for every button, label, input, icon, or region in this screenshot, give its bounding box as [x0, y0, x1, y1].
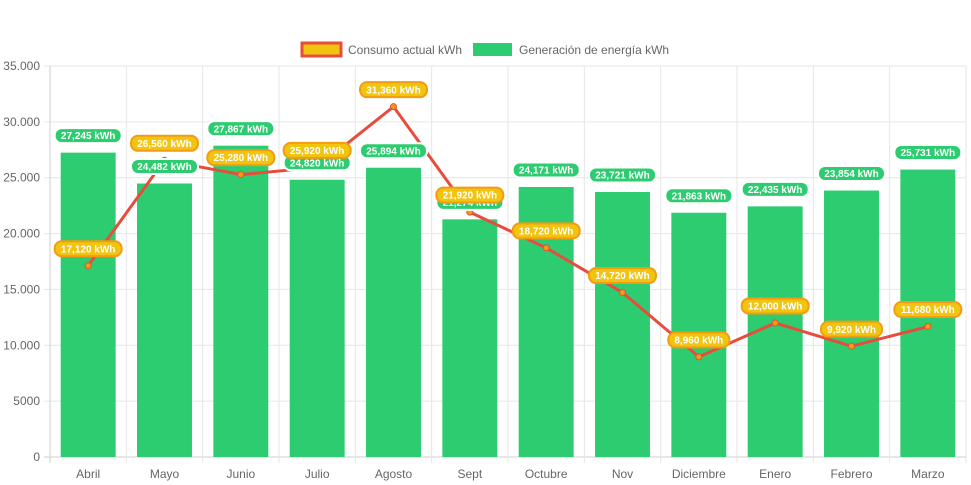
legend: Consumo actual kWh Generación de energía… — [300, 41, 669, 58]
bar-series — [60, 145, 956, 458]
legend-label-consumo[interactable]: Consumo actual kWh — [348, 43, 462, 57]
x-tick-label: Julio — [305, 467, 330, 481]
y-tick-label: 5000 — [13, 394, 40, 408]
y-tick-label: 25.000 — [3, 171, 40, 185]
line-data-label-text: 31,360 kWh — [366, 85, 420, 96]
line-point[interactable] — [237, 171, 245, 179]
x-tick-label: Sept — [457, 467, 482, 481]
line-point[interactable] — [924, 323, 932, 331]
x-axis: Abril Mayo Junio Julio Agosto Sept Octubre Nov D… — [76, 467, 945, 481]
bar-data-label-text: 23,854 kWh — [824, 169, 878, 180]
bar-data-label: 27,867 kWh — [206, 120, 276, 138]
y-tick-label: 15.000 — [3, 282, 40, 296]
line-data-label-text: 25,920 kWh — [290, 146, 344, 157]
x-tick-label: Agosto — [375, 467, 413, 481]
x-tick-label: Diciembre — [672, 467, 726, 481]
bar-data-label: 21,863 kWh — [664, 187, 734, 205]
line-data-label-text: 26,560 kWh — [137, 139, 191, 150]
line-data-label: 31,360 kWh — [359, 81, 428, 99]
bar[interactable] — [442, 219, 498, 457]
bar-data-label-text: 23,721 kWh — [595, 171, 649, 182]
bar-data-label: 24,171 kWh — [511, 161, 581, 179]
line-data-label: 11,680 kWh — [893, 301, 963, 319]
line-data-label: 9,920 kWh — [819, 320, 884, 338]
line-data-label: 21,920 kWh — [435, 186, 505, 204]
line-data-label-text: 21,920 kWh — [443, 191, 497, 202]
bar-data-label: 24,482 kWh — [130, 158, 199, 176]
x-tick-label: Marzo — [911, 467, 945, 481]
bar-data-label-text: 21,863 kWh — [672, 191, 726, 202]
x-tick-label: Mayo — [150, 467, 180, 481]
legend-swatch-generacion[interactable] — [473, 43, 512, 56]
line-point[interactable] — [619, 289, 626, 297]
y-tick-label: 35.000 — [3, 59, 40, 73]
y-tick-label: 30.000 — [3, 115, 40, 129]
line-point[interactable] — [84, 262, 92, 270]
line-data-label: 14,720 kWh — [588, 267, 657, 285]
line-point[interactable] — [542, 244, 550, 252]
line-data-label: 25,920 kWh — [282, 141, 352, 159]
line-point[interactable] — [390, 103, 397, 111]
line-data-label-text: 17,120 kWh — [61, 244, 115, 255]
bar-data-label: 27,245 kWh — [53, 127, 123, 145]
line-data-label-text: 18,720 kWh — [519, 226, 573, 237]
line-path — [86, 105, 929, 359]
line-data-label-text: 14,720 kWh — [595, 271, 649, 282]
line-data-label-text: 9,920 kWh — [827, 325, 876, 336]
legend-label-generacion[interactable]: Generación de energía kWh — [519, 43, 669, 57]
bar-data-label-text: 25,731 kWh — [901, 148, 955, 159]
line-labels: 17,120 kWh 26,560 kWh 25,280 kWh 25,920 kWh… — [53, 81, 963, 349]
bar[interactable] — [366, 167, 421, 457]
x-tick-label: Abril — [76, 467, 100, 481]
line-data-label: 12,000 kWh — [740, 297, 810, 315]
x-tick-label: Febrero — [830, 467, 872, 481]
line-data-label: 18,720 kWh — [511, 222, 581, 240]
y-tick-label: 20.000 — [3, 227, 40, 241]
bar-data-label: 25,731 kWh — [893, 144, 963, 162]
bar-data-label-text: 24,482 kWh — [137, 162, 191, 173]
line-data-label-text: 12,000 kWh — [748, 302, 802, 313]
line-data-label-text: 25,280 kWh — [214, 153, 268, 164]
bar-data-label: 23,854 kWh — [817, 165, 886, 183]
y-tick-label: 0 — [33, 450, 40, 464]
line-data-label-text: 8,960 kWh — [674, 336, 723, 347]
y-tick-label: 10.000 — [3, 338, 40, 352]
x-tick-label: Nov — [612, 467, 633, 481]
line-point[interactable] — [695, 353, 703, 361]
bar-data-label-text: 27,867 kWh — [214, 124, 268, 135]
bar-data-label-text: 24,820 kWh — [290, 158, 344, 169]
line-data-label: 17,120 kWh — [53, 240, 123, 258]
bar[interactable] — [60, 152, 116, 457]
bar[interactable] — [595, 192, 650, 457]
x-tick-label: Junio — [226, 467, 255, 481]
line-point[interactable] — [848, 342, 855, 350]
line-data-label: 25,280 kWh — [206, 149, 276, 167]
bar-data-label-text: 25,894 kWh — [366, 146, 420, 157]
bar[interactable] — [289, 179, 345, 457]
bar-data-label-text: 27,245 kWh — [61, 131, 115, 142]
bar-data-label: 22,435 kWh — [740, 180, 810, 198]
bar-data-label-text: 22,435 kWh — [748, 185, 802, 196]
line-point[interactable] — [771, 319, 779, 327]
line-data-label-text: 11,680 kWh — [901, 305, 955, 316]
y-axis: 0 5000 10.000 15.000 20.000 25.000 30.000 35.00… — [3, 59, 40, 464]
x-tick-label: Enero — [759, 467, 791, 481]
x-tick-label: Octubre — [525, 467, 568, 481]
bar-data-label: 25,894 kWh — [359, 142, 428, 160]
bar[interactable] — [137, 183, 192, 457]
bar-labels: 27,245 kWh 24,482 kWh 27,867 kWh 24,820 kWh… — [53, 120, 963, 211]
legend-swatch-consumo[interactable] — [300, 41, 343, 58]
line-data-label: 8,960 kWh — [667, 331, 731, 349]
bar[interactable] — [213, 145, 269, 458]
line-data-label: 26,560 kWh — [130, 134, 199, 152]
bar-data-label-text: 24,171 kWh — [519, 166, 573, 177]
bar-data-label: 23,721 kWh — [588, 166, 657, 184]
grid — [44, 65, 967, 463]
